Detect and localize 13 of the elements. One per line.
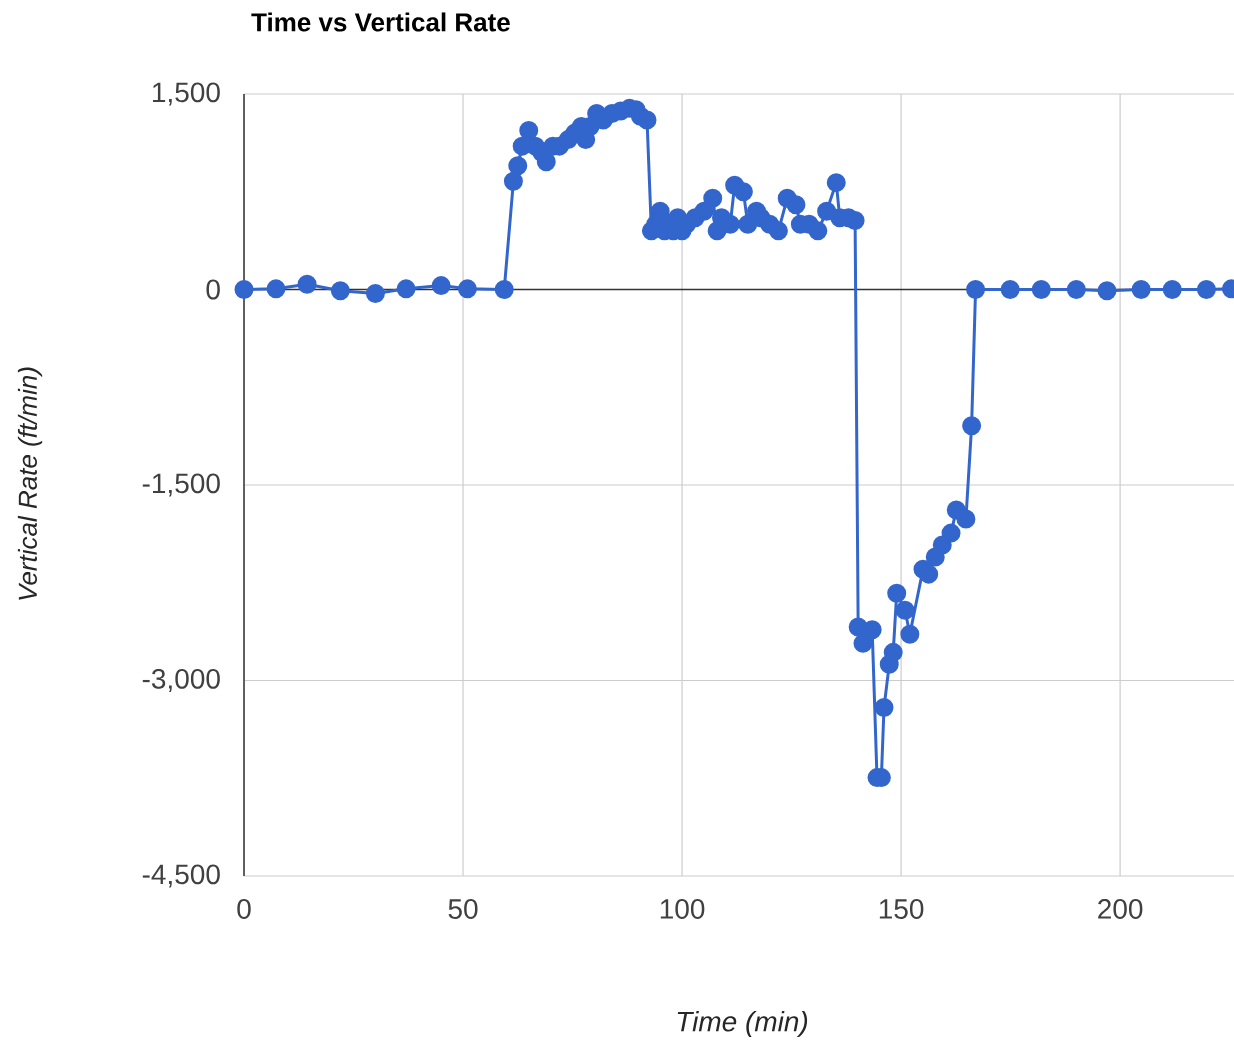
x-axis-title: Time (min) bbox=[677, 1010, 808, 1038]
x-tick-label: 100 bbox=[660, 899, 705, 919]
chart-title: Time vs Vertical Rate bbox=[251, 12, 510, 32]
y-tick-label: -3,000 bbox=[142, 668, 220, 693]
y-tick-label: 0 bbox=[206, 279, 220, 300]
x-tick-label: 150 bbox=[879, 899, 924, 919]
y-tick-label: -1,500 bbox=[142, 473, 220, 497]
y-tick-label: -4,500 bbox=[142, 864, 220, 888]
y-tick-label: 1,500 bbox=[153, 82, 220, 106]
x-tick-label: 50 bbox=[448, 899, 478, 919]
y-axis-title: Vertical Rate (ft/min) bbox=[17, 367, 43, 600]
x-tick-label: 200 bbox=[1098, 899, 1143, 919]
x-tick-label: 0 bbox=[237, 899, 251, 919]
